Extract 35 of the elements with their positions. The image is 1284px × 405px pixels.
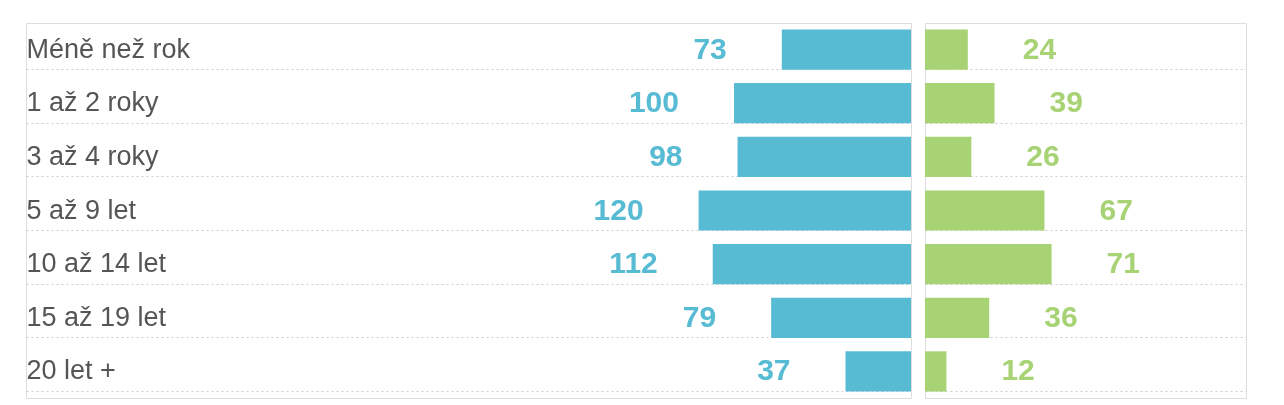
bar [925,29,968,70]
y-tick-label: Méně než rok [26,33,191,64]
data-label: 39 [1049,85,1083,119]
data-label: 73 [693,31,727,65]
data-label: 67 [1099,192,1133,226]
y-tick-label: 1 až 2 roky [26,87,160,118]
data-label: 100 [628,85,679,119]
bar [925,351,947,392]
bar [925,136,972,177]
bar [925,83,995,124]
data-label: 12 [1001,353,1035,387]
data-label: 79 [682,299,717,333]
bar [734,83,911,124]
y-tick-label: 3 až 4 roky [26,140,160,171]
data-label: 26 [1026,138,1060,172]
bar [845,351,911,392]
y-tick-label: 20 let + [26,355,116,386]
data-label: 98 [649,138,683,172]
bar [781,29,911,70]
data-label: 36 [1044,299,1078,333]
y-tick-label: 10 až 14 let [26,248,167,279]
data-label: 24 [1022,31,1057,65]
y-tick-label: 15 až 19 let [26,301,167,332]
bar [925,297,990,338]
data-label: 37 [757,353,791,387]
bar [698,190,911,231]
data-label: 112 [609,246,658,280]
bar [771,297,911,338]
bar [737,136,911,177]
y-tick-label: 5 až 9 let [26,194,137,225]
bar [925,190,1045,231]
bar [925,244,1052,285]
data-label: 120 [593,192,644,226]
bar [712,244,911,285]
data-label: 71 [1106,246,1140,280]
